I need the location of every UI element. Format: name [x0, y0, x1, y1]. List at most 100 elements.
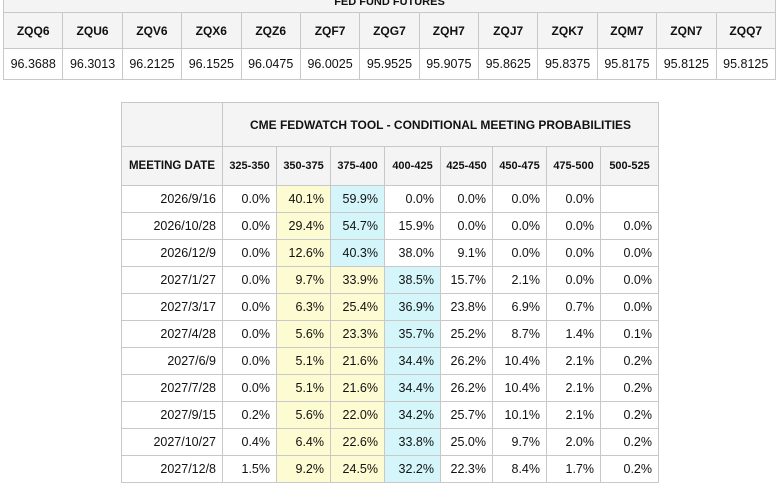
fedwatch-column-header-row: MEETING DATE 325-350 350-375 375-400 400… [121, 146, 659, 186]
futures-symbol: ZQJ7 [477, 12, 539, 49]
probability-cell: 23.8% [440, 293, 493, 321]
probability-cell: 38.5% [384, 266, 441, 294]
probability-cell: 34.4% [384, 374, 441, 402]
probability-cell: 25.2% [440, 320, 493, 348]
probability-cell: 0.2% [600, 374, 659, 402]
rate-range-header: 425-450 [440, 146, 493, 186]
futures-symbol: ZQQ6 [2, 12, 64, 49]
probability-cell: 0.2% [600, 428, 659, 456]
probability-cell: 0.0% [546, 266, 601, 294]
probability-cell: 40.1% [276, 185, 331, 213]
probability-cell: 40.3% [330, 239, 385, 267]
futures-price: 95.8375 [537, 48, 598, 80]
probability-cell: 0.0% [600, 266, 659, 294]
probability-cell: 0.2% [600, 347, 659, 375]
probability-cell: 9.2% [276, 455, 331, 483]
probability-cell: 29.4% [276, 212, 331, 240]
probability-cell: 33.9% [330, 266, 385, 294]
probability-cell: 6.4% [276, 428, 331, 456]
meeting-date: 2027/7/28 [121, 374, 223, 402]
fedwatch-title: CME FEDWATCH TOOL - CONDITIONAL MEETING … [222, 102, 659, 147]
meeting-date: 2027/6/9 [121, 347, 223, 375]
probability-cell: 0.0% [222, 185, 277, 213]
probability-cell: 0.0% [492, 212, 547, 240]
probability-cell: 59.9% [330, 185, 385, 213]
probability-cell: 0.0% [222, 239, 277, 267]
rate-range-header: 375-400 [330, 146, 385, 186]
meeting-date: 2027/1/27 [121, 266, 223, 294]
probability-cell: 24.5% [330, 455, 385, 483]
probability-cell: 2.1% [546, 401, 601, 429]
futures-title: FED FUND FUTURES [3, 0, 776, 13]
futures-symbol: ZQU6 [62, 12, 123, 49]
probability-cell: 21.6% [330, 374, 385, 402]
probability-cell: 32.2% [384, 455, 441, 483]
probability-cell: 10.4% [492, 347, 547, 375]
meeting-row: 2027/10/27 0.4% 6.4% 22.6% 33.8% 25.0% 9.7% 2.0… [121, 428, 659, 456]
probability-cell: 0.0% [492, 239, 547, 267]
fedwatch-probability-table: CME FEDWATCH TOOL - CONDITIONAL MEETING … [121, 102, 659, 483]
probability-cell: 0.0% [222, 374, 277, 402]
fed-fund-futures-table: FED FUND FUTURES ZQQ6 ZQU6 ZQV6 ZQX6 ZQZ… [2, 0, 776, 80]
probability-cell: 5.6% [276, 401, 331, 429]
futures-price: 95.8625 [477, 48, 539, 80]
meeting-row: 2027/4/28 0.0% 5.6% 23.3% 35.7% 25.2% 8.7% 1.4%… [121, 320, 659, 348]
futures-price: 95.8175 [596, 48, 658, 80]
probability-cell: 38.0% [384, 239, 441, 267]
probability-cell [600, 185, 659, 213]
meeting-row: 2026/12/9 0.0% 12.6% 40.3% 38.0% 9.1% 0.0% 0.0%… [121, 239, 659, 267]
futures-title-row: FED FUND FUTURES [3, 0, 776, 13]
futures-symbol: ZQH7 [418, 12, 480, 49]
probability-cell: 2.1% [492, 266, 547, 294]
futures-price: 95.9075 [418, 48, 480, 80]
probability-cell: 0.1% [600, 320, 659, 348]
meeting-date: 2027/12/8 [121, 455, 223, 483]
probability-cell: 0.7% [546, 293, 601, 321]
meeting-row: 2027/3/17 0.0% 6.3% 25.4% 36.9% 23.8% 6.9% 0.7%… [121, 293, 659, 321]
probability-cell: 0.0% [546, 239, 601, 267]
probability-cell: 0.0% [546, 185, 601, 213]
probability-cell: 10.4% [492, 374, 547, 402]
futures-symbol: ZQX6 [181, 12, 242, 49]
probability-cell: 25.7% [440, 401, 493, 429]
probability-cell: 34.4% [384, 347, 441, 375]
meeting-date: 2027/10/27 [121, 428, 223, 456]
probability-cell: 0.0% [440, 212, 493, 240]
probability-cell: 0.0% [222, 266, 277, 294]
probability-cell: 5.1% [276, 347, 331, 375]
futures-symbol: ZQG7 [359, 12, 420, 49]
futures-symbol: ZQQ7 [715, 12, 776, 49]
probability-cell: 9.1% [440, 239, 493, 267]
meeting-row: 2027/9/15 0.2% 5.6% 22.0% 34.2% 25.7% 10.1% 2.1… [121, 401, 659, 429]
probability-cell: 25.0% [440, 428, 493, 456]
probability-cell: 0.2% [222, 401, 277, 429]
probability-cell: 36.9% [384, 293, 441, 321]
futures-price: 95.9525 [359, 48, 420, 80]
probability-cell: 0.0% [600, 212, 659, 240]
probability-cell: 34.2% [384, 401, 441, 429]
probability-cell: 0.0% [440, 185, 493, 213]
futures-symbol-row: ZQQ6 ZQU6 ZQV6 ZQX6 ZQZ6 ZQF7 ZQG7 ZQH7 … [2, 12, 776, 49]
futures-symbol: ZQF7 [299, 12, 361, 49]
probability-cell: 0.0% [384, 185, 441, 213]
probability-cell: 9.7% [492, 428, 547, 456]
probability-cell: 5.1% [276, 374, 331, 402]
rate-range-header: 325-350 [222, 146, 277, 186]
probability-cell: 6.9% [492, 293, 547, 321]
meeting-date: 2026/9/16 [121, 185, 223, 213]
futures-price: 96.2125 [121, 48, 183, 80]
futures-price-row: 96.3688 96.3013 96.2125 96.1525 96.0475 … [2, 48, 776, 80]
rate-range-header: 350-375 [276, 146, 331, 186]
probability-cell: 15.9% [384, 212, 441, 240]
meeting-date: 2027/4/28 [121, 320, 223, 348]
probability-cell: 1.4% [546, 320, 601, 348]
futures-symbol: ZQV6 [121, 12, 183, 49]
rate-range-header: 400-425 [384, 146, 441, 186]
meeting-row: 2027/1/27 0.0% 9.7% 33.9% 38.5% 15.7% 2.1% 0.0%… [121, 266, 659, 294]
meeting-date: 2027/9/15 [121, 401, 223, 429]
probability-cell: 0.0% [222, 212, 277, 240]
futures-price: 96.0475 [240, 48, 301, 80]
rate-range-header: 450-475 [492, 146, 547, 186]
meeting-date: 2026/12/9 [121, 239, 223, 267]
probability-cell: 0.0% [222, 347, 277, 375]
